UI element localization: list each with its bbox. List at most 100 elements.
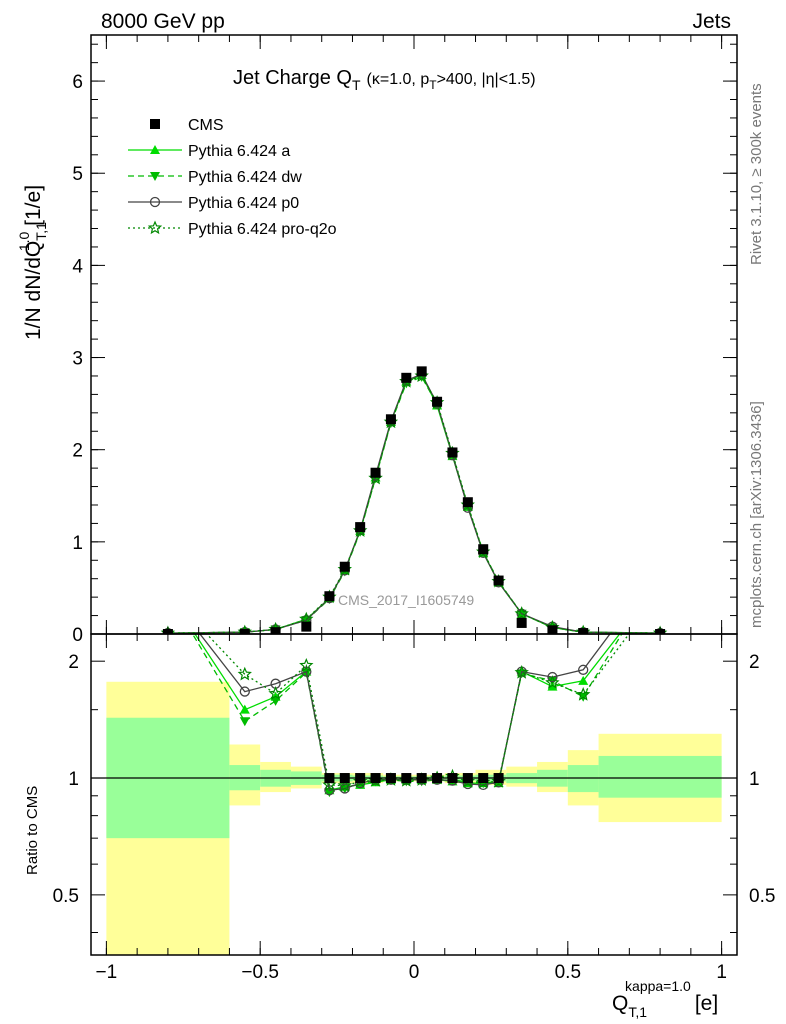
ratio-axis-label: Ratio to CMS [24,786,41,875]
cms-ratio-point-11 [432,773,443,784]
ratio-2-point-18 [578,664,589,675]
ratio-uncertainty-bands [106,681,722,955]
cms-ratio-point-8 [385,773,396,784]
axes-frames: −1 −0.5 0 0.5 1 0 1 2 3 4 5 6 0.5 0.5 1 1 2 2 [53,34,775,983]
ratio-3-point-2 [268,686,283,700]
header-left-label: 8000 GeV pp [101,10,225,33]
main-plot-area [160,366,668,634]
cms-point-11 [432,396,443,407]
legend-label-0: Pythia 6.424 a [188,143,290,160]
cms-point-16 [516,617,527,628]
ratio-y-tick-label-1: 1 [68,769,79,790]
cms-ratio-point-9 [401,773,412,784]
analysis-watermark: CMS_2017_I1605749 [338,592,474,608]
x-axis-label-sup: kappa=1.0 [625,978,691,994]
ratio-3-point-18 [576,687,591,701]
ratio-1-point-2 [270,696,281,706]
title-main-sub: T [352,77,361,93]
legend-cms-label: CMS [188,117,224,134]
ratio-2-point-1 [239,686,250,697]
cms-point-8 [385,414,396,425]
cms-point-9 [401,372,412,383]
cms-ratio-point-4 [324,773,335,784]
cms-ratio-point-14 [478,773,489,784]
cms-ratio-point-5 [339,773,350,784]
series-line-3 [167,375,661,634]
ratio-y-tick-label-right-1: 1 [749,769,760,790]
ratio-3-point-3 [299,657,314,672]
ratio-y-tick-label-2: 2 [68,652,79,673]
ratio-y-tick-label-right-2: 2 [749,652,760,673]
legend-marker-1 [150,172,160,181]
cms-ratio-point-10 [416,773,427,784]
cms-point-4 [324,591,335,602]
y-axis-label-unit: [1/e] [22,185,45,232]
rivet-version-label: Rivet 3.1.10, ≥ 300k events [748,83,765,265]
ratio-2-point-17 [547,671,558,683]
cms-point-15 [493,575,504,586]
cms-point-17 [547,625,558,634]
x-axis-label-unit: [e] [695,992,718,1015]
cms-point-2 [270,627,281,634]
legend-marker-3 [147,220,163,235]
x-axis-label: QT,1 kappa=1.0[e] [612,978,718,1020]
legend-cms-marker [150,119,160,129]
main-y-tick-label-2: 2 [72,441,83,462]
ratio-2-point-5 [339,783,350,794]
legend-label-1: Pythia 6.424 dw [188,169,302,186]
legend-marker-0 [150,145,160,154]
title-cond-a: (κ=1.0, p [367,71,430,88]
header-right-label: Jets [692,10,731,33]
ratio-plot-area [91,634,737,798]
cms-point-6 [355,522,366,533]
main-y-tick-label-4: 4 [72,256,83,277]
cms-point-18 [578,628,589,634]
ratio-0-point-18 [578,675,589,685]
cms-ratio-point-15 [493,773,504,784]
mcplots-reference-label: mcplots.cern.ch [arXiv:1306.3436] [748,401,765,628]
x-tick-label-4: 1 [716,962,727,983]
main-y-tick-label-1: 1 [72,533,83,554]
legend-label-2: Pythia 6.424 p0 [188,195,299,212]
ratio-3-point-17 [545,675,560,689]
title-cond-sub: T [429,78,437,92]
main-y-tick-label-6: 6 [72,72,83,93]
x-axis-label-sub: T,1 [628,1004,647,1020]
ratio-0-point-1 [239,704,250,714]
cms-point-5 [339,561,350,572]
ratio-y-tick-label-0: 0.5 [53,886,79,907]
main-y-tick-label-5: 5 [72,164,83,185]
x-tick-label-0: −1 [96,962,118,983]
cms-point-1 [239,629,250,634]
y-axis-label-sup: 1.0 [16,231,32,251]
legend-label-3: Pythia 6.424 pro-q2o [188,221,337,238]
ratio-2-point-4 [324,785,335,796]
ratio-3-point-5 [337,778,352,792]
cms-point-7 [370,467,381,478]
x-tick-label-3: 0.5 [555,962,581,983]
ratio-1-point-1 [239,717,250,727]
cms-point-3 [301,621,312,632]
band-inner-13 [598,755,722,798]
cms-point-10 [416,366,427,377]
x-tick-label-1: −0.5 [241,962,279,983]
x-axis-label-main: Q [612,992,628,1015]
legend: CMS Pythia 6.424 a Pythia 6.424 dw Pythia 6… [128,117,337,238]
y-axis-label-sub: T,1 [33,222,49,241]
chart-title: Jet Charge QT (κ=1.0, pT>400, |η|<1.5) [233,67,536,93]
cms-point-13 [462,497,473,508]
ratio-3-point-1 [237,666,252,681]
series-3-point-16 [514,606,529,620]
title-main: Jet Charge Q [233,67,352,89]
cms-ratio-point-12 [447,773,458,784]
y-axis-label: 1/N dN/dQT,11.0 [1/e] [16,185,49,340]
ratio-line-3 [205,634,630,787]
main-y-tick-label-3: 3 [72,349,83,370]
cms-ratio-point-13 [462,773,473,784]
ratio-3-point-16 [514,664,529,679]
legend-marker-2 [149,196,161,208]
y-axis-label-main: 1/N dN/dQ [22,241,45,340]
cms-point-14 [478,544,489,555]
title-cond-b: >400, |η|<1.5) [437,71,536,88]
